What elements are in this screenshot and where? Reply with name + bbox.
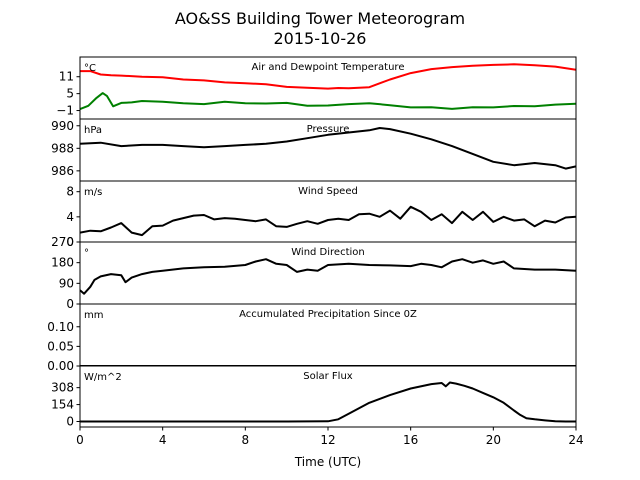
x-tick-label: 16 <box>403 433 418 447</box>
panel-wind-direction: 0 90 180 270 ° Wind Direction <box>51 235 577 311</box>
panel-title: Wind Speed <box>298 186 358 197</box>
y-tick-label: 0.10 <box>47 320 74 334</box>
x-tick-label: 4 <box>159 433 167 447</box>
figure-subtitle: 2015-10-26 <box>274 29 367 48</box>
y-tick-label: 154 <box>51 398 74 412</box>
series-line-wind-direction <box>80 258 576 295</box>
y-tick-label: 90 <box>59 276 74 290</box>
unit-label: °C <box>84 63 96 74</box>
panel-title: Wind Direction <box>291 247 365 258</box>
series-line-solar-flux <box>80 381 576 423</box>
x-axis-label: Time (UTC) <box>294 455 361 469</box>
panel-title: Air and Dewpoint Temperature <box>252 62 405 73</box>
panel-title: Pressure <box>307 124 350 135</box>
panel-air-and-dewpoint-temperature: −1 5 11 °C Air and Dewpoint Temperature <box>56 56 577 120</box>
y-tick-label: 0.05 <box>47 339 74 353</box>
panel-title: Solar Flux <box>303 371 353 382</box>
x-tick-label: 0 <box>76 433 84 447</box>
y-tick-label: 0.00 <box>47 359 74 373</box>
series-line-air-and-dewpoint-temperature-1 <box>80 63 576 90</box>
y-tick-label: 986 <box>51 164 74 178</box>
y-tick-label: 5 <box>66 87 74 101</box>
x-tick-label: 8 <box>242 433 250 447</box>
series-line-air-and-dewpoint-temperature-2 <box>80 92 576 111</box>
y-tick-label: 180 <box>51 256 74 270</box>
y-tick-label: 8 <box>66 185 74 199</box>
unit-label: mm <box>84 310 103 321</box>
y-tick-label: 308 <box>51 381 74 395</box>
series-line-pressure <box>80 127 576 170</box>
panel-pressure: 986 988 990 hPa Pressure <box>51 118 577 182</box>
y-tick-label: 0 <box>66 235 74 249</box>
y-tick-label: 11 <box>59 70 74 84</box>
panel-title: Accumulated Precipitation Since 0Z <box>239 309 417 320</box>
y-tick-label: 4 <box>66 210 74 224</box>
unit-label: hPa <box>84 125 102 136</box>
unit-label: ° <box>84 248 89 259</box>
x-tick-label: 12 <box>320 433 335 447</box>
y-tick-label: 0 <box>66 415 74 429</box>
figure-title: AO&SS Building Tower Meteorogram <box>175 9 465 28</box>
x-tick-label: 20 <box>486 433 501 447</box>
y-tick-label: 270 <box>51 235 74 249</box>
time-axis: 0 4 8 12 16 20 24 <box>76 427 584 447</box>
y-tick-label: −1 <box>56 104 74 118</box>
unit-label: W/m^2 <box>84 372 122 383</box>
x-tick-label: 24 <box>568 433 583 447</box>
y-tick-label: 0 <box>66 297 74 311</box>
y-tick-label: 988 <box>51 141 74 155</box>
unit-label: m/s <box>84 187 102 198</box>
y-tick-label: 990 <box>51 119 74 133</box>
series-line-wind-speed <box>80 205 576 237</box>
